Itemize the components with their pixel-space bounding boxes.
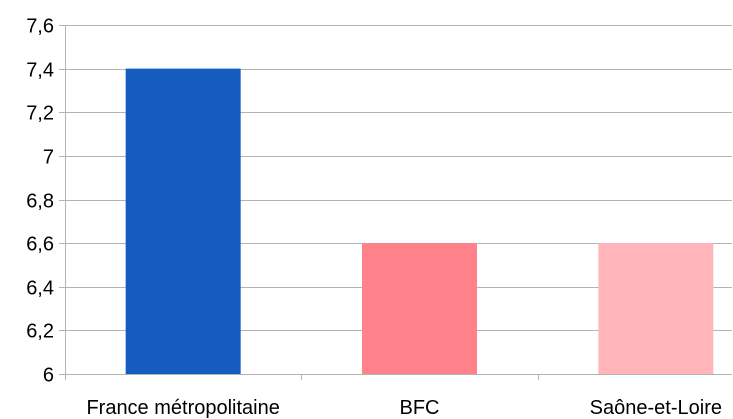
- bar: [362, 243, 477, 374]
- y-axis-ticks: 6 6,2 6,4 6,6 6,8 7 7,2 7,4 7,6: [26, 16, 65, 387]
- y-tick-label: 6,2: [26, 321, 54, 343]
- bars: [125, 68, 714, 374]
- y-tick-label: 6: [43, 365, 54, 387]
- y-tick-label: 7,2: [26, 103, 54, 125]
- x-category-label: Saône-et-Loire: [590, 397, 722, 419]
- bar: [125, 68, 241, 374]
- bar: [598, 243, 714, 374]
- x-axis-ticks: France métropolitaine BFC Saône-et-Loire: [86, 374, 722, 419]
- y-tick-label: 6,4: [26, 278, 54, 300]
- y-tick-label: 6,6: [26, 234, 54, 256]
- y-tick-label: 6,8: [26, 191, 54, 213]
- y-tick-label: 7,4: [26, 60, 54, 82]
- y-tick-label: 7,6: [26, 16, 54, 38]
- y-tick-label: 7: [43, 147, 54, 169]
- x-category-label: France métropolitaine: [86, 397, 279, 419]
- axes: [65, 25, 732, 380]
- x-category-label: BFC: [400, 397, 440, 419]
